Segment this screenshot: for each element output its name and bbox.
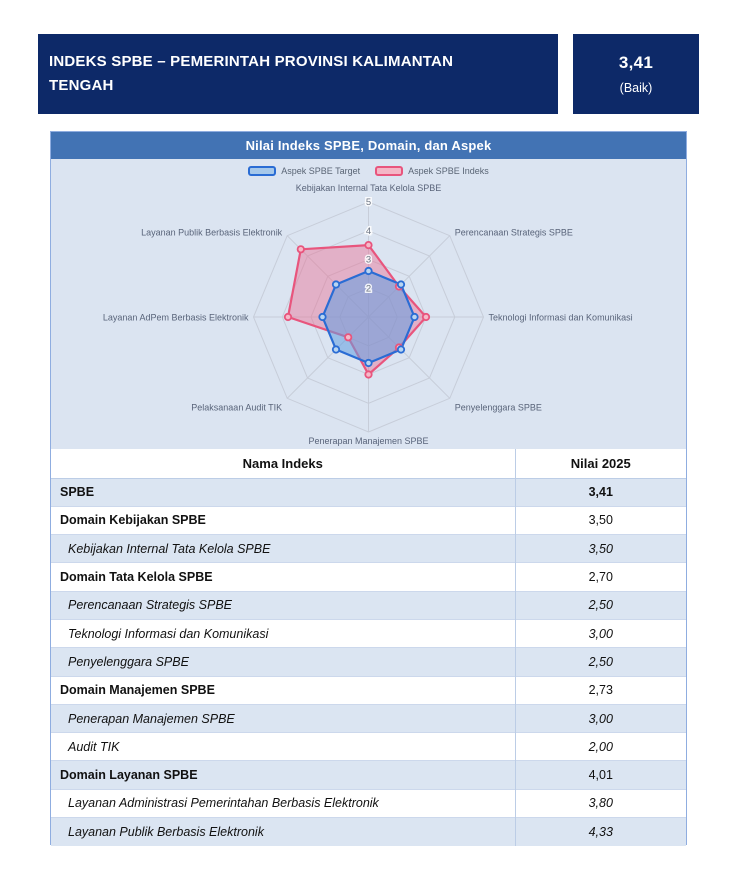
index-value-cell: 4,33 [514,817,686,846]
radar-data-point [421,312,431,322]
panel-title: Nilai Indeks SPBE, Domain, dan Aspek [51,132,686,159]
radar-data-point [318,312,327,322]
index-name-cell: Domain Tata Kelola SPBE [51,562,515,592]
index-value-cell: 4,01 [514,760,686,790]
radar-data-point [331,345,341,354]
radar-chart: 5 4 3 2 Kebijakan Internal Tata Kelola SPBE P… [103,183,633,446]
index-value-cell: 3,41 [514,477,686,507]
index-name-cell: Audit TIK [51,732,515,761]
index-name-cell: Penyelenggara SPBE [51,647,515,677]
radar-axis-label: Penyelenggara SPBE [455,402,542,412]
table-header-row: Nama Indeks Nilai 2025 [51,449,686,479]
table-row: Perencanaan Strategis SPBE 2,50 [51,590,686,620]
index-value-cell: 2,70 [514,562,686,592]
radar-axis-label: Perencanaan Strategis SPBE [455,228,573,238]
index-name-cell: Layanan Publik Berbasis Elektronik [51,817,515,846]
radar-data-point [364,241,373,250]
table-row: Domain Manajemen SPBE 2,73 [51,675,686,705]
index-table: Nama Indeks Nilai 2025 SPBE 3,41 Domain Ke… [51,449,686,846]
radar-data-point [396,280,406,289]
index-value-cell: 3,50 [514,534,686,563]
legend-swatch-target-icon [248,166,277,176]
column-header-nama-indeks: Nama Indeks [51,449,515,479]
radar-data-point [364,370,373,379]
index-name-cell: SPBE [51,477,515,507]
table-row: Layanan Administrasi Pemerintahan Berbas… [51,788,686,818]
index-value-cell: 3,80 [514,788,686,818]
score-category: (Baik) [619,81,653,95]
radar-data-point [296,245,305,254]
index-value-cell: 3,50 [514,505,686,535]
table-row: Penerapan Manajemen SPBE 3,00 [51,703,686,733]
radar-chart-area: Aspek SPBE Target Aspek SPBE Indeks 5 4 3 2… [51,159,686,449]
index-value-cell: 2,50 [514,647,686,677]
table-row: Layanan Publik Berbasis Elektronik 4,33 [51,817,686,846]
index-table-body: SPBE 3,41 Domain Kebijakan SPBE 3,50 Kebijak… [51,477,686,846]
table-row: Domain Kebijakan SPBE 3,50 [51,505,686,535]
table-row: Kebijakan Internal Tata Kelola SPBE 3,50 [51,534,686,563]
page-title: INDEKS SPBE – PEMERINTAH PROVINSI KALIMA… [49,53,454,94]
score-badge: 3,41 (Baik) [573,34,699,114]
radar-tick-label: 4 [366,226,371,237]
chart-legend: Aspek SPBE Target Aspek SPBE Indeks [51,166,686,176]
radar-axis-label: Layanan AdPem Berbasis Elektronik [103,313,249,323]
column-header-nilai-2025: Nilai 2025 [514,449,686,479]
radar-data-point [331,280,341,289]
index-value-cell: 3,00 [514,618,686,648]
index-value-cell: 3,00 [514,703,686,733]
radar-data-point [364,358,373,368]
index-value-cell: 2,00 [514,732,686,761]
legend-item-target[interactable]: Aspek SPBE Target [248,166,360,176]
radar-data-point [396,345,406,354]
radar-axis-label: Kebijakan Internal Tata Kelola SPBE [296,183,441,193]
radar-data-point [364,266,373,276]
radar-axis-label: Layanan Publik Berbasis Elektronik [141,228,283,238]
index-name-cell: Kebijakan Internal Tata Kelola SPBE [51,534,515,563]
radar-data-point [344,333,353,342]
radar-tick-label: 5 [366,197,371,208]
radar-axis-label: Teknologi Informasi dan Komunikasi [489,313,633,323]
legend-swatch-indeks-icon [375,166,404,176]
radar-grid-ring [252,201,485,433]
table-row: Penyelenggara SPBE 2,50 [51,647,686,677]
legend-label-indeks: Aspek SPBE Indeks [408,166,489,176]
index-value-cell: 2,50 [514,590,686,620]
index-name-cell: Layanan Administrasi Pemerintahan Berbas… [51,788,515,818]
index-name-cell: Perencanaan Strategis SPBE [51,590,515,620]
legend-label-target: Aspek SPBE Target [281,166,361,176]
table-row: Audit TIK 2,00 [51,732,686,761]
index-name-cell: Teknologi Informasi dan Komunikasi [51,618,515,648]
table-row: Teknologi Informasi dan Komunikasi 3,00 [51,618,686,648]
radar-axis-label: Pelaksanaan Audit TIK [191,402,282,412]
radar-data-point [283,312,293,322]
radar-tick-label: 2 [366,283,371,294]
index-name-cell: Penerapan Manajemen SPBE [51,703,515,733]
radar-grid-ring [281,230,456,404]
radar-tick-label: 3 [366,255,371,266]
index-name-cell: Domain Manajemen SPBE [51,675,515,705]
report-title-bar: INDEKS SPBE – PEMERINTAH PROVINSI KALIMA… [38,34,558,114]
legend-item-indeks[interactable]: Aspek SPBE Indeks [375,166,489,176]
score-value: 3,41 [618,53,654,72]
index-name-cell: Domain Layanan SPBE [51,760,515,790]
radar-axis-label: Penerapan Manajemen SPBE [308,436,428,446]
index-name-cell: Domain Kebijakan SPBE [51,505,515,535]
table-row: SPBE 3,41 [51,477,686,507]
chart-table-panel: Nilai Indeks SPBE, Domain, dan Aspek Asp… [50,131,687,846]
table-row: Domain Tata Kelola SPBE 2,70 [51,562,686,592]
radar-data-point [410,312,419,322]
index-value-cell: 2,73 [514,675,686,705]
table-row: Domain Layanan SPBE 4,01 [51,760,686,790]
